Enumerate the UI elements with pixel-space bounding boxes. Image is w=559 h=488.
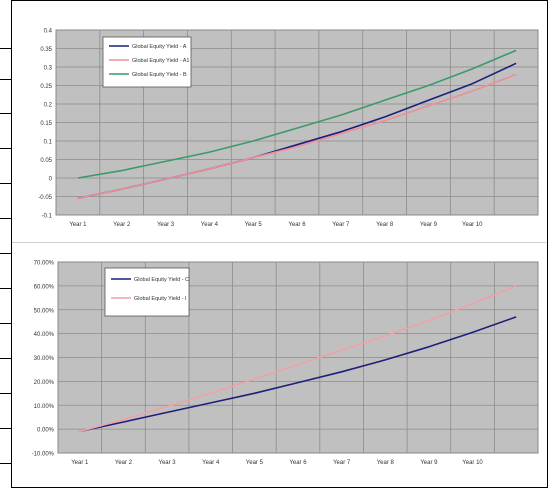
series-line [77, 49, 517, 179]
x-tick-label: Year 9 [420, 222, 438, 228]
legend-label: Global Equity Yield - A1 [132, 58, 189, 64]
x-tick-label: Year 5 [246, 460, 264, 466]
y-tick-label: 0.00% [37, 428, 55, 434]
x-tick-label: Year 8 [376, 222, 394, 228]
row-divider [0, 218, 11, 219]
y-tick-label: 0.1 [44, 140, 53, 146]
row-divider [0, 48, 11, 49]
series-line [77, 73, 517, 200]
x-tick-label: Year 2 [115, 460, 133, 466]
y-tick-label: 70.00% [34, 261, 55, 267]
y-tick-label: 40.00% [34, 332, 55, 338]
x-tick-label: Year 8 [377, 460, 395, 466]
chart-yield-c-i: -10.00% 0.00% 10.00% 20.00% 30.00% 40.00% 50.0… [12, 246, 546, 478]
chart-svg-top: -0.1 -0.05 0 0.05 0.1 0.15 0.2 0.25 0.3 0.35 0.4 Ye… [38, 29, 539, 228]
y-tick-label: -0.1 [42, 214, 53, 220]
row-divider [0, 288, 11, 289]
row-divider [0, 148, 11, 149]
y-tick-label: -10.00% [32, 452, 55, 458]
x-tick-label: Year 7 [332, 222, 350, 228]
x-tick-label: Year 3 [157, 222, 175, 228]
x-tick-label: Year 2 [113, 222, 131, 228]
y-tick-label: 10.00% [34, 404, 55, 410]
y-tick-label: 0.05 [40, 158, 52, 164]
y-tick-label: 50.00% [34, 308, 55, 314]
y-tick-label: 0 [49, 177, 53, 183]
y-tick-label: -0.05 [38, 195, 52, 201]
series-line [79, 285, 517, 433]
x-tick-label: Year 5 [245, 222, 263, 228]
x-tick-label: Year 6 [288, 222, 306, 228]
y-tick-label: 0.2 [44, 103, 53, 109]
row-divider [0, 183, 11, 184]
x-tick-label: Year 3 [159, 460, 177, 466]
y-tick-label: 30.00% [34, 356, 55, 362]
x-tick-label: Year 1 [71, 460, 89, 466]
y-tick-label: 20.00% [34, 380, 55, 386]
x-tick-label: Year 7 [333, 460, 351, 466]
row-divider [0, 428, 11, 429]
row-divider [0, 463, 11, 464]
legend-label: Global Equity Yield - A [132, 44, 187, 50]
legend-label: Global Equity Yield - C [134, 277, 189, 283]
row-divider [0, 79, 11, 80]
y-tick-label: 0.15 [40, 121, 52, 127]
x-tick-label: Year 6 [289, 460, 307, 466]
x-tick-label: Year 10 [462, 460, 483, 466]
y-tick-label: 0.25 [40, 84, 52, 90]
x-tick-label: Year 4 [202, 460, 220, 466]
x-tick-label: Year 9 [420, 460, 438, 466]
legend-label: Global Equity Yield - B [132, 72, 187, 78]
y-tick-label: 60.00% [34, 284, 55, 290]
row-divider [0, 113, 11, 114]
series-line [79, 316, 517, 433]
x-tick-label: Year 1 [69, 222, 87, 228]
y-tick-label: 0.3 [44, 66, 53, 72]
right-table-strip [547, 0, 559, 488]
chart-svg-bottom: -10.00% 0.00% 10.00% 20.00% 30.00% 40.00% 50.0… [32, 261, 539, 466]
x-tick-label: Year 10 [462, 222, 483, 228]
row-divider [0, 323, 11, 324]
legend-label: Global Equity Yield - I [134, 296, 187, 302]
row-divider [0, 358, 11, 359]
row-divider [0, 253, 11, 254]
y-tick-label: 0.35 [40, 47, 52, 53]
y-tick-label: 0.4 [44, 29, 53, 35]
chart-yield-a-b: -0.1 -0.05 0 0.05 0.1 0.15 0.2 0.25 0.3 0.35 0.4 Ye… [12, 14, 546, 243]
row-divider [0, 393, 11, 394]
x-tick-label: Year 4 [201, 222, 219, 228]
left-table-strip [0, 0, 12, 488]
legend-box [104, 267, 190, 317]
